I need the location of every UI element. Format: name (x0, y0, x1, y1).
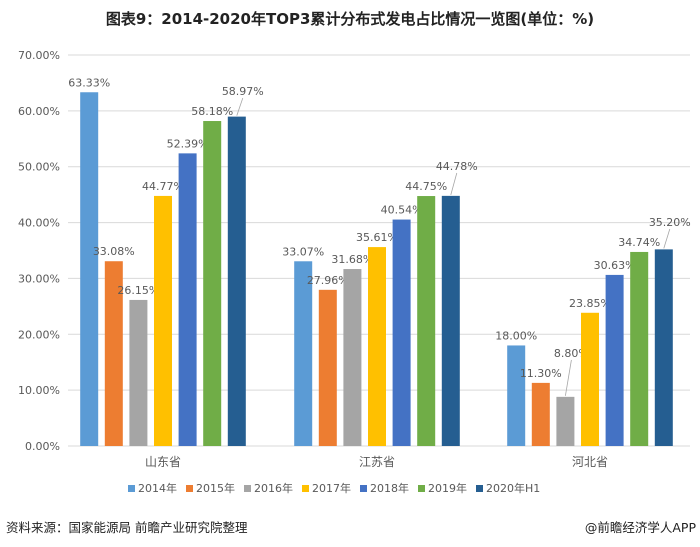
bar (441, 195, 460, 446)
source-note: 资料来源：国家能源局 前瞻产业研究院整理 (6, 520, 248, 535)
bar (605, 274, 624, 446)
bar (104, 261, 123, 446)
bar (654, 249, 673, 446)
bar (581, 312, 599, 446)
data-label: 27.96% (307, 274, 349, 287)
data-label: 33.07% (282, 245, 324, 258)
y-tick-label: 30.00% (18, 272, 60, 285)
leader-line (450, 172, 458, 195)
bar (531, 382, 550, 446)
legend-label: 2019年 (428, 481, 467, 495)
bar (318, 289, 337, 446)
data-label: 26.15% (117, 284, 159, 297)
bar (178, 153, 197, 446)
legend-label: 2016年 (254, 481, 293, 495)
data-label: 52.39% (167, 137, 209, 150)
bar (80, 92, 99, 446)
bar (343, 269, 362, 446)
data-label: 31.68% (331, 253, 373, 266)
y-tick-label: 50.00% (18, 161, 60, 174)
legend-swatch (186, 485, 193, 492)
legend-swatch (128, 485, 135, 492)
legend-label: 2018年 (370, 481, 409, 495)
leader-line (565, 359, 572, 396)
legend-label: 2014年 (138, 481, 177, 495)
data-label: 33.08% (93, 245, 135, 258)
bar (630, 251, 649, 446)
bar (368, 247, 386, 446)
data-label: 11.30% (520, 367, 562, 380)
data-label: 40.54% (381, 204, 423, 217)
data-label: 30.63% (594, 259, 636, 272)
data-label: 35.20% (649, 216, 691, 229)
bar (556, 396, 575, 446)
y-tick-label: 0.00% (25, 440, 60, 453)
leader-line (663, 228, 671, 249)
data-label: 58.97% (222, 85, 264, 98)
data-label: 44.75% (405, 180, 447, 193)
bar (507, 345, 526, 446)
data-label: 18.00% (495, 329, 537, 342)
legend-swatch (418, 485, 425, 492)
data-label: 63.33% (68, 76, 110, 89)
x-tick-label: 江苏省 (359, 455, 395, 469)
bar (392, 219, 411, 446)
legend-label: 2015年 (196, 481, 235, 495)
bar (294, 261, 313, 446)
data-label: 23.85% (569, 297, 611, 310)
legend-label: 2017年 (312, 481, 351, 495)
y-tick-label: 10.00% (18, 384, 60, 397)
data-label: 34.74% (618, 236, 660, 249)
x-tick-label: 河北省 (572, 455, 608, 469)
x-tick-label: 山东省 (145, 455, 181, 469)
legend-swatch (476, 485, 483, 492)
chart-title: 图表9：2014-2020年TOP3累计分布式发电占比情况一览图(单位：%) (105, 10, 595, 28)
legend-swatch (244, 485, 251, 492)
data-label: 44.77% (142, 180, 184, 193)
y-tick-label: 20.00% (18, 328, 60, 341)
y-tick-label: 70.00% (18, 49, 60, 62)
bar (129, 299, 148, 446)
data-label: 58.18% (191, 105, 233, 118)
y-tick-label: 40.00% (18, 217, 60, 230)
leader-line (236, 97, 244, 116)
bar (227, 116, 246, 447)
data-label: 44.78% (436, 160, 478, 173)
y-tick-label: 60.00% (18, 105, 60, 118)
bar (154, 195, 172, 446)
legend-swatch (302, 485, 309, 492)
data-label: 35.61% (356, 231, 398, 244)
legend-label: 2020年H1 (486, 481, 540, 495)
bar (417, 196, 436, 446)
bar (203, 121, 222, 447)
legend-swatch (360, 485, 367, 492)
credit-note: @前瞻经济学人APP (584, 520, 696, 535)
data-label: 8.80% (554, 347, 589, 360)
